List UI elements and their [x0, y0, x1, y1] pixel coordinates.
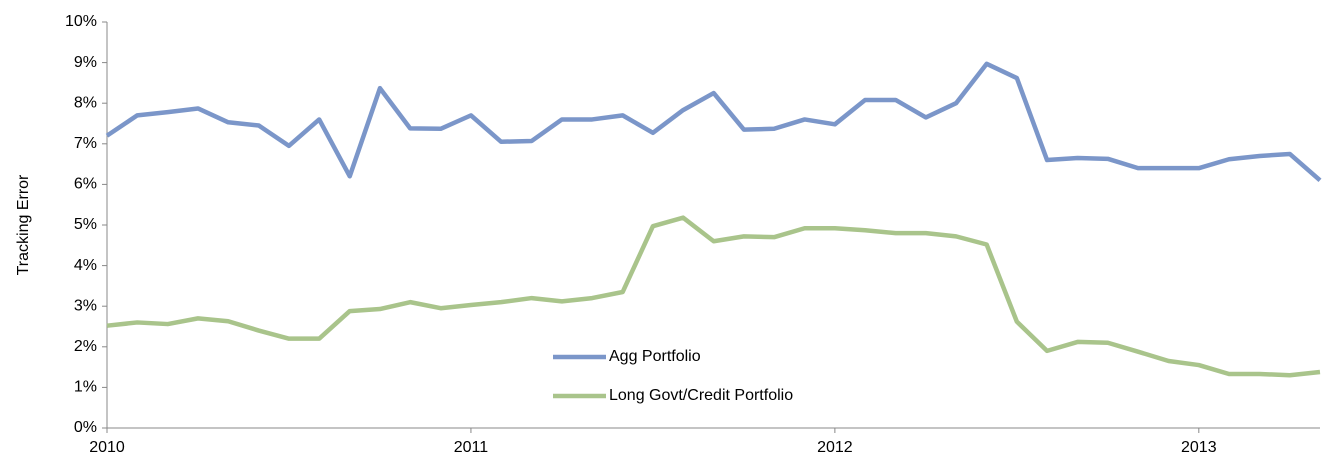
- y-tick-label: 0%: [74, 419, 97, 436]
- series-line: [106, 215, 1321, 378]
- y-tick-label: 3%: [74, 297, 97, 314]
- legend-label: Long Govt/Credit Portfolio: [609, 387, 793, 404]
- y-tick-label: 9%: [74, 54, 97, 71]
- y-tick-label: 2%: [74, 338, 97, 355]
- y-tick-label: 8%: [74, 94, 97, 111]
- x-tick-label: 2012: [817, 439, 853, 456]
- y-tick-label: 10%: [65, 13, 97, 30]
- y-tick-label: 4%: [74, 257, 97, 274]
- series-line: [105, 61, 1322, 183]
- y-tick-label: 6%: [74, 176, 97, 193]
- y-tick-label: 1%: [74, 379, 97, 396]
- x-tick-label: 2011: [454, 439, 489, 456]
- legend-label: Agg Portfolio: [609, 348, 701, 365]
- y-tick-label: 7%: [74, 135, 97, 152]
- y-axis-label: Tracking Error: [15, 174, 32, 275]
- x-tick-label: 2013: [1181, 439, 1217, 456]
- x-tick-label: 2010: [89, 439, 125, 456]
- y-tick-label: 5%: [74, 216, 97, 233]
